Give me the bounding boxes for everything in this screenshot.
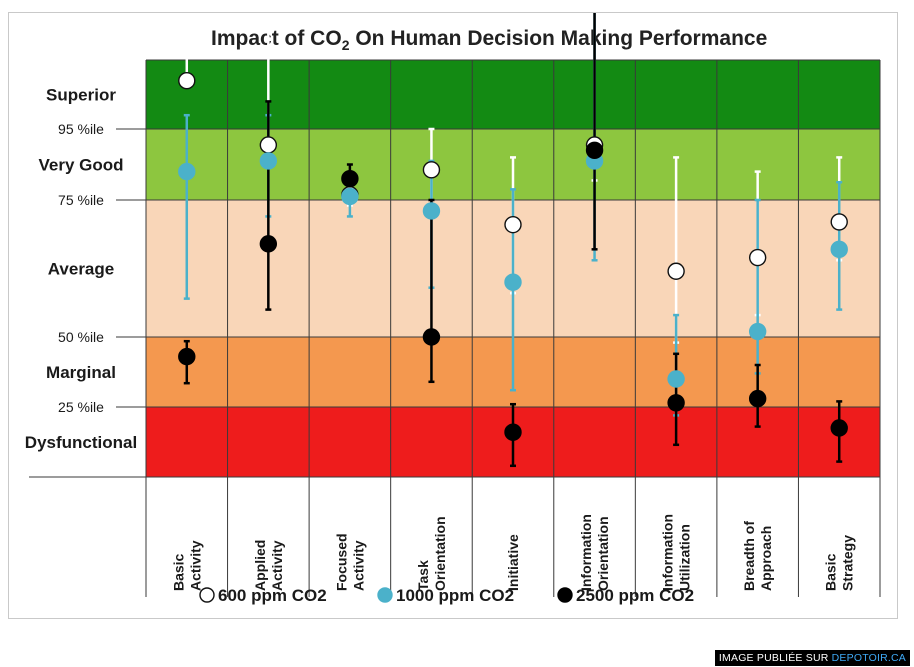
data-point xyxy=(422,161,441,179)
data-point xyxy=(667,370,685,388)
threshold-label-bg xyxy=(46,120,116,137)
category-label: Activity xyxy=(187,540,203,591)
series-markers-1 xyxy=(178,152,848,388)
category-label: Applied xyxy=(252,540,268,591)
data-point xyxy=(748,322,767,341)
category-label: Activity xyxy=(269,540,285,591)
category-label: Basic xyxy=(170,553,186,591)
data-point xyxy=(667,394,685,412)
data-point xyxy=(830,419,848,437)
legend-marker xyxy=(557,587,573,603)
chart-title-prefix: Impact of CO xyxy=(211,27,342,50)
data-point xyxy=(504,215,522,234)
legend-marker xyxy=(199,587,215,603)
data-series xyxy=(178,13,848,468)
legend-label: 1000 ppm CO2 xyxy=(396,586,514,605)
chart-title-subscript: 2 xyxy=(342,37,350,53)
data-point xyxy=(341,169,359,188)
data-point xyxy=(504,423,522,441)
category-label: Information xyxy=(578,514,594,591)
category-label: Initiative xyxy=(505,534,521,591)
legend-label: 2500 ppm CO2 xyxy=(576,586,694,605)
band-label: Very Good xyxy=(38,156,123,175)
column-dividers xyxy=(29,59,881,597)
data-point xyxy=(748,248,767,267)
category-label: Focused xyxy=(333,533,349,591)
data-point xyxy=(259,152,278,170)
data-point xyxy=(748,389,767,408)
category-label: Orientation xyxy=(432,516,448,591)
band-superior xyxy=(146,60,880,129)
legend-marker xyxy=(377,587,393,603)
category-labels: Basic Activity Applied Activity Focused Activ… xyxy=(170,514,855,591)
chart-frame: Impact of CO2 On Human Decision Making P… xyxy=(8,12,898,619)
data-point xyxy=(178,162,196,181)
category-label: Strategy xyxy=(840,535,856,591)
threshold-label: 95 %ile xyxy=(58,121,104,137)
data-point xyxy=(585,141,604,160)
band-labels: Superior Very Good Average Marginal Dysfunct… xyxy=(25,86,137,453)
watermark-prefix: IMAGE PUBLIÉE SUR xyxy=(718,652,832,664)
threshold-label-bg xyxy=(46,191,116,208)
data-point xyxy=(667,262,685,280)
chart-title-suffix: On Human Decision Making Performance xyxy=(349,27,767,50)
category-label: Approach xyxy=(758,526,774,591)
data-point xyxy=(830,213,848,231)
category-label: Task xyxy=(415,560,431,591)
category-label: Information xyxy=(660,514,676,591)
band-label: Superior xyxy=(46,86,116,105)
chart-canvas: Impact of CO2 On Human Decision Making P… xyxy=(25,13,881,605)
category-area xyxy=(146,477,880,597)
data-point xyxy=(341,187,359,206)
category-label: Basic xyxy=(823,553,839,591)
threshold-label: 50 %ile xyxy=(58,329,104,345)
data-point xyxy=(178,347,196,366)
band-label: Marginal xyxy=(46,363,116,382)
legend: 600 ppm CO2 1000 ppm CO2 2500 ppm CO2 xyxy=(199,586,694,605)
threshold-label-bg xyxy=(46,328,116,345)
data-point xyxy=(422,328,441,346)
data-point xyxy=(422,202,441,220)
category-label: Breadth of xyxy=(741,521,757,591)
threshold-label: 25 %ile xyxy=(58,399,104,415)
category-label: Orientation xyxy=(595,516,611,591)
legend-label: 600 ppm CO2 xyxy=(218,586,327,605)
chart-title: Impact of CO2 On Human Decision Making P… xyxy=(211,27,767,53)
data-point xyxy=(259,235,278,253)
category-label: Utilization xyxy=(677,524,693,591)
data-point xyxy=(259,136,278,154)
threshold-label-bg xyxy=(46,398,116,415)
data-point xyxy=(178,71,196,90)
series-markers-2 xyxy=(178,141,848,441)
threshold-label: 75 %ile xyxy=(58,192,104,208)
data-point xyxy=(830,240,848,259)
watermark-badge: IMAGE PUBLIÉE SUR DEPOTOIR.CA xyxy=(714,650,910,666)
category-label: Activity xyxy=(350,540,366,591)
band-label: Dysfunctional xyxy=(25,433,137,452)
data-point xyxy=(504,273,522,291)
band-label: Average xyxy=(48,260,114,279)
watermark-site: DEPOTOIR.CA xyxy=(831,652,906,664)
